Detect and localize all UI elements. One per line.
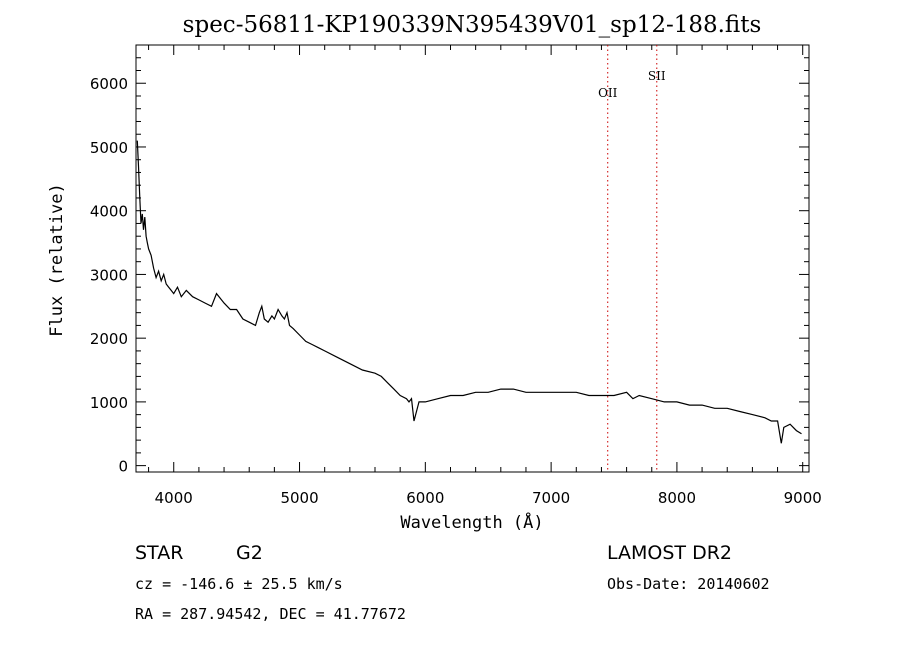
x-tick-label: 6000 — [406, 489, 444, 507]
x-tick-label: 4000 — [155, 489, 193, 507]
y-axis-ticks — [136, 44, 809, 467]
survey-name: LAMOST DR2 — [607, 542, 732, 564]
plot-frame — [135, 44, 810, 473]
redshift-velocity: cz = -146.6 ± 25.5 km/s — [135, 575, 343, 593]
plot-border — [135, 44, 810, 473]
x-axis-ticks — [148, 45, 804, 472]
spectrum-line — [136, 140, 802, 444]
x-axis-tick-labels: 4000 5000 6000 7000 8000 9000 — [155, 489, 822, 507]
object-subclass: G2 — [236, 542, 263, 564]
y-tick-label: 6000 — [90, 75, 128, 93]
y-tick-label: 4000 — [90, 203, 128, 221]
observation-date: Obs-Date: 20140602 — [607, 575, 770, 593]
y-axis-label: Flux (relative) — [47, 183, 67, 337]
y-tick-label: 5000 — [90, 139, 128, 157]
emission-line-label: OII — [598, 86, 618, 100]
y-axis-tick-labels: 0 1000 2000 3000 4000 5000 6000 — [90, 75, 128, 475]
y-tick-label: 1000 — [90, 394, 128, 412]
coordinates: RA = 287.94542, DEC = 41.77672 — [135, 605, 406, 623]
object-type: STAR — [135, 542, 183, 564]
emission-line-label: SII — [648, 69, 666, 83]
y-tick-label: 0 — [118, 458, 128, 476]
x-axis-label: Wavelength (Å) — [400, 511, 543, 533]
x-tick-label: 7000 — [532, 489, 570, 507]
x-tick-label: 9000 — [784, 489, 822, 507]
y-tick-label: 2000 — [90, 330, 128, 348]
chart-title: spec-56811-KP190339N395439V01_sp12-188.f… — [183, 12, 762, 38]
x-tick-label: 5000 — [280, 489, 318, 507]
y-tick-label: 3000 — [90, 266, 128, 284]
emission-line-markers: OII SII — [598, 45, 666, 472]
x-tick-label: 8000 — [658, 489, 696, 507]
